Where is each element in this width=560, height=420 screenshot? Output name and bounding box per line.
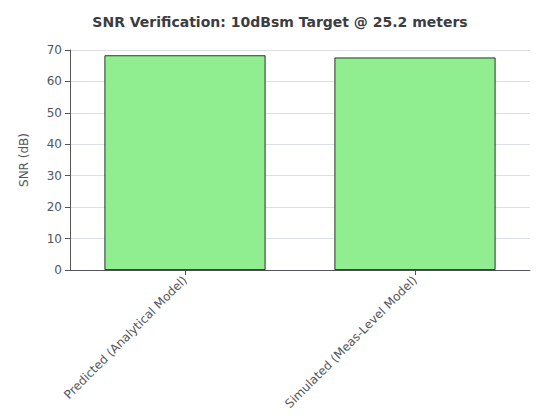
svg-text:50: 50 (47, 106, 62, 120)
svg-text:SNR (dB): SNR (dB) (17, 133, 31, 187)
svg-text:SNR Verification: 10dBsm Targe: SNR Verification: 10dBsm Target @ 25.2 m… (92, 14, 467, 30)
svg-text:30: 30 (47, 169, 62, 183)
svg-text:70: 70 (47, 43, 62, 57)
svg-text:0: 0 (54, 263, 62, 277)
svg-text:Simulated (Meas-Level Model): Simulated (Meas-Level Model) (282, 273, 420, 411)
svg-text:Predicted (Analytical Model): Predicted (Analytical Model) (61, 273, 190, 402)
svg-text:20: 20 (47, 200, 62, 214)
svg-text:60: 60 (47, 74, 62, 88)
svg-text:40: 40 (47, 137, 62, 151)
svg-text:10: 10 (47, 232, 62, 246)
